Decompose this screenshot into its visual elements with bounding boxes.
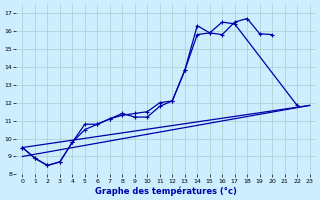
X-axis label: Graphe des températures (°c): Graphe des températures (°c) [95,186,237,196]
